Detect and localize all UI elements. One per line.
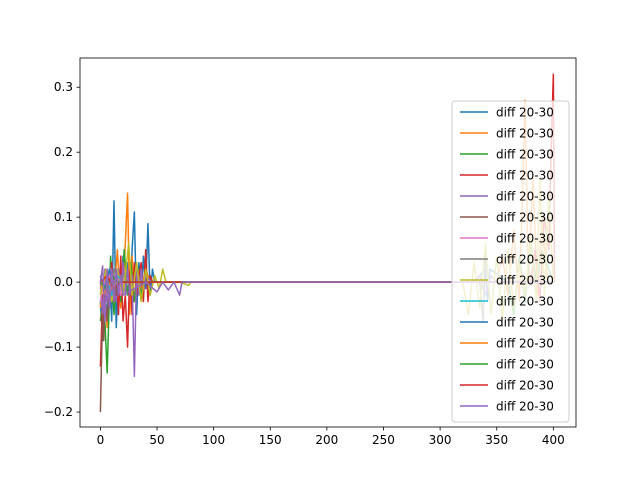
y-tick-label: 0.1: [54, 210, 73, 224]
plot-area: [99, 73, 556, 413]
legend-label: diff 20-30: [496, 274, 554, 288]
y-tick-label: 0.3: [54, 80, 73, 94]
x-tick-label: 350: [485, 433, 508, 447]
series-line-15: [99, 265, 554, 322]
legend-label: diff 20-30: [496, 379, 554, 393]
y-tick-label: 0.2: [54, 145, 73, 159]
y-axis: −0.2 −0.1 0.0 0.1 0.2 0.3: [44, 80, 80, 419]
legend-label: diff 20-30: [496, 148, 554, 162]
x-tick-label: 100: [202, 433, 225, 447]
legend-label: diff 20-30: [496, 169, 554, 183]
y-tick-label: 0.0: [54, 275, 73, 289]
x-tick-label: 250: [372, 433, 395, 447]
legend: diff 20-30 diff 20-30 diff 20-30 diff 20-30…: [451, 100, 570, 423]
legend-label: diff 20-30: [496, 337, 554, 351]
legend-label: diff 20-30: [496, 232, 554, 246]
legend-label: diff 20-30: [496, 190, 554, 204]
legend-label: diff 20-30: [496, 295, 554, 309]
legend-label: diff 20-30: [496, 106, 554, 120]
y-tick-label: −0.1: [44, 340, 73, 354]
legend-label: diff 20-30: [496, 253, 554, 267]
axes-frame: [79, 57, 577, 428]
legend-label: diff 20-30: [496, 316, 554, 330]
y-tick-label: −0.2: [44, 405, 73, 419]
x-tick-label: 200: [315, 433, 338, 447]
x-tick-label: 400: [542, 433, 565, 447]
x-tick-label: 50: [149, 433, 164, 447]
x-tick-label: 150: [259, 433, 282, 447]
legend-label: diff 20-30: [496, 211, 554, 225]
legend-box: [451, 100, 570, 423]
x-axis: 0 50 100 150 200 250 300 350 400: [97, 427, 565, 447]
x-tick-label: 300: [429, 433, 452, 447]
legend-label: diff 20-30: [496, 358, 554, 372]
x-tick-label: 0: [97, 433, 105, 447]
legend-label: diff 20-30: [496, 127, 554, 141]
legend-label: diff 20-30: [496, 400, 554, 414]
